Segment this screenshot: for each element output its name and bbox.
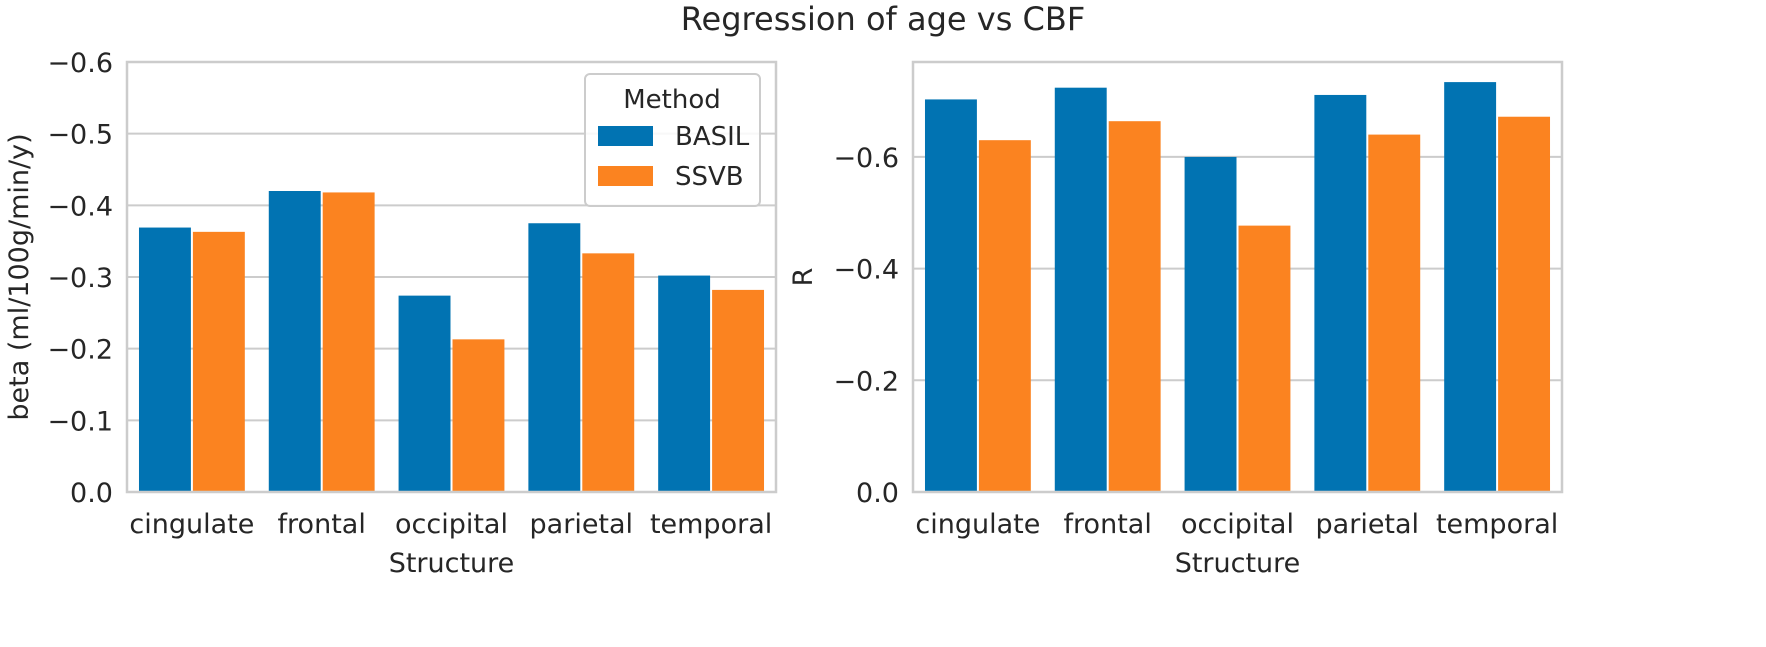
- x-tick-label: occipital: [395, 509, 508, 540]
- plot-frame: [911, 60, 1564, 494]
- x-tick-label: parietal: [530, 509, 634, 540]
- y-tick-label: −0.3: [47, 263, 113, 294]
- bar-ssvb-parietal: [1368, 134, 1421, 492]
- legend: Method BASIL SSVB: [584, 73, 761, 207]
- x-tick-label: occipital: [1181, 509, 1294, 540]
- bar-basil-occipital: [398, 295, 451, 492]
- y-tick-label: −0.6: [47, 48, 113, 79]
- x-axis-label: Structure: [389, 548, 515, 579]
- x-tick-label: cingulate: [129, 509, 254, 540]
- y-axis-label: R: [788, 268, 819, 287]
- y-tick-label: −0.2: [47, 335, 113, 366]
- x-tick-label: parietal: [1316, 509, 1420, 540]
- bar-ssvb-temporal: [712, 289, 765, 492]
- y-tick-label: −0.5: [47, 120, 113, 151]
- bar-ssvb-frontal: [1108, 121, 1161, 493]
- legend-swatch-basil: [598, 126, 653, 146]
- legend-entry-basil: BASIL: [675, 122, 750, 152]
- bar-basil-frontal: [268, 191, 321, 492]
- y-tick-label: −0.2: [833, 366, 899, 397]
- plot-frame: [125, 60, 778, 494]
- bar-ssvb-cingulate: [978, 140, 1031, 492]
- bar-basil-parietal: [528, 223, 581, 492]
- y-tick-label: 0.0: [70, 478, 113, 509]
- y-axis-label: beta (ml/100g/min/y): [4, 133, 35, 420]
- bar-basil-temporal: [1444, 82, 1497, 493]
- x-tick-label: frontal: [278, 509, 366, 540]
- x-tick-label: frontal: [1064, 509, 1152, 540]
- bar-basil-cingulate: [924, 99, 977, 492]
- bar-basil-temporal: [658, 275, 711, 492]
- bar-basil-occipital: [1184, 156, 1237, 492]
- x-tick-label: temporal: [1436, 509, 1558, 540]
- x-tick-label: cingulate: [915, 509, 1040, 540]
- legend-swatch-ssvb: [598, 166, 653, 186]
- y-tick-label: −0.6: [833, 143, 899, 174]
- y-tick-label: −0.1: [47, 406, 113, 437]
- y-tick-label: −0.4: [47, 191, 113, 222]
- figure-title: Regression of age vs CBF: [681, 0, 1085, 38]
- y-tick-label: 0.0: [856, 478, 899, 509]
- legend-title: Method: [623, 85, 721, 115]
- chart-beta: 0.0 −0.1 −0.2 −0.3 −0.4 −0.5 −0.6 cingulate fron…: [4, 48, 778, 579]
- legend-entry-ssvb: SSVB: [675, 162, 744, 192]
- x-tick-label: temporal: [650, 509, 772, 540]
- y-tick-label: −0.4: [833, 255, 899, 286]
- bar-ssvb-temporal: [1498, 116, 1551, 493]
- bar-ssvb-cingulate: [192, 231, 245, 492]
- bar-ssvb-occipital: [452, 339, 505, 492]
- bar-ssvb-frontal: [322, 192, 375, 492]
- bar-ssvb-parietal: [582, 253, 635, 492]
- bar-basil-parietal: [1314, 94, 1367, 492]
- bar-basil-frontal: [1054, 87, 1107, 493]
- x-axis-label: Structure: [1175, 548, 1301, 579]
- chart-r: 0.0 −0.2 −0.4 −0.6 cingulate frontal occipital…: [788, 60, 1564, 579]
- bar-ssvb-occipital: [1238, 225, 1291, 492]
- bar-basil-cingulate: [138, 227, 191, 493]
